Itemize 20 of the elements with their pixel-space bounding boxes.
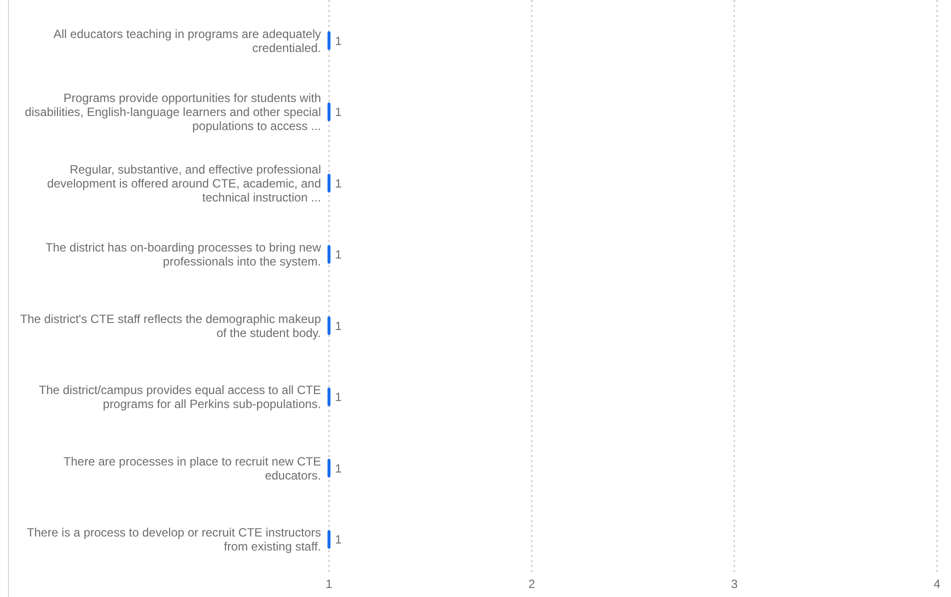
x-tick-label: 1	[326, 577, 333, 591]
x-tick-label: 4	[934, 577, 941, 591]
data-label: 1	[335, 34, 342, 48]
y-tick-label: Regular, substantive, and effective professional development is offered around CTE, academic, and technical instruction ...	[47, 162, 321, 204]
y-tick-label: All educators teaching in programs are adequately credentialed.	[54, 26, 321, 55]
y-tick-label: The district has on-boarding processes to bring new professionals into the system.	[46, 240, 322, 269]
x-tick-label: 2	[528, 577, 536, 591]
y-tick-label: There are processes in place to recruit new CTE educators.	[64, 454, 321, 482]
y-tick-label: The district's CTE staff reflects the demographic makeup of the student body.	[20, 312, 322, 340]
data-label: 1	[335, 390, 342, 404]
data-label: 1	[335, 461, 342, 476]
y-tick-label: The district/campus provides equal access to all CTE programs for all Perkins sub-populations.	[38, 383, 321, 412]
data-label: 1	[335, 248, 342, 262]
y-tick-label: Programs provide opportunities for students with disabilities, English-language learners and other special populations to access ...	[24, 91, 321, 134]
data-label: 1	[335, 318, 342, 333]
data-label: 1	[335, 176, 342, 190]
data-label: 1	[335, 532, 342, 547]
y-tick-label: There is a process to develop or recruit CTE instructors from existing staff.	[26, 526, 321, 554]
x-tick-label: 3	[730, 577, 738, 591]
data-label: 1	[335, 105, 342, 120]
